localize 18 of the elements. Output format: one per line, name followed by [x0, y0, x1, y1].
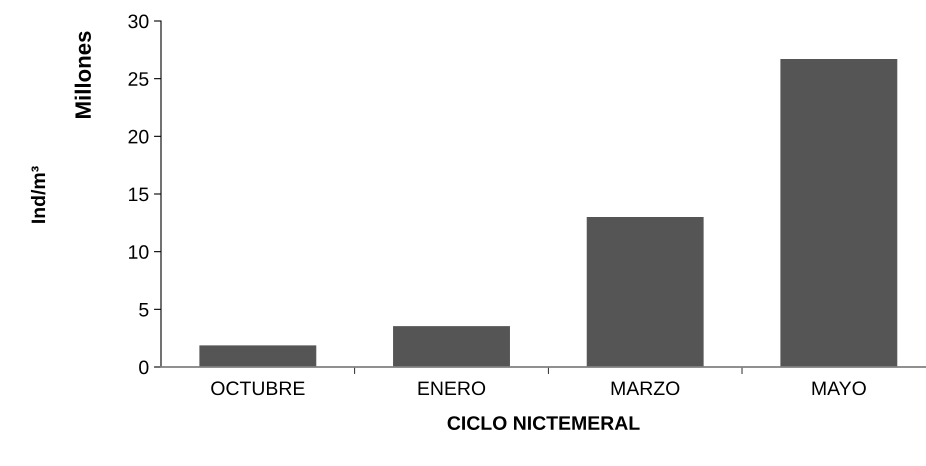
x-tick-label: MAYO	[812, 381, 866, 396]
y-tick-label: 15	[129, 188, 148, 202]
text: Millones	[74, 31, 91, 118]
x-tick-label: MARZO	[612, 381, 680, 396]
y-tick-label: 10	[129, 245, 148, 259]
y-tick-label: 30	[128, 14, 148, 28]
y-tick-label: 25	[128, 72, 148, 86]
y-axis-title: Ind/m³	[30, 166, 46, 223]
y-tick-label: 0	[139, 360, 148, 374]
bar	[199, 345, 316, 367]
x-axis-title: CICLO NICTEMERAL	[448, 416, 640, 430]
y-tick-label: 20	[128, 130, 148, 144]
x-tick-label: OCTUBRE	[211, 381, 305, 396]
x-tick-label: ENERO	[418, 381, 486, 396]
y-tick-label: 5	[139, 303, 148, 317]
bar	[586, 216, 704, 367]
bar	[393, 326, 510, 367]
bar	[780, 59, 898, 367]
